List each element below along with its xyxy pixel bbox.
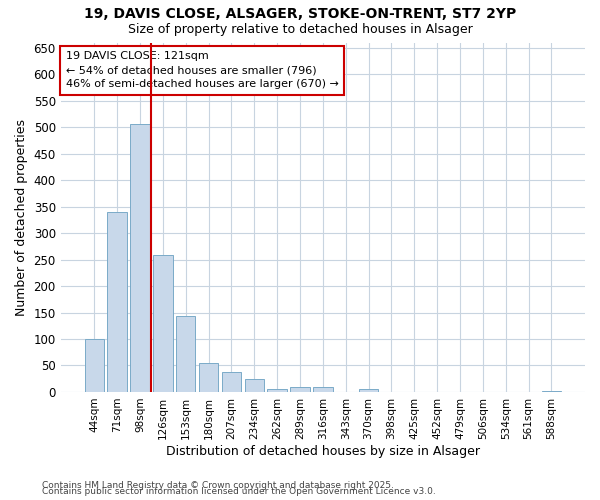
Bar: [268, 390, 287, 392]
Text: 19, DAVIS CLOSE, ALSAGER, STOKE-ON-TRENT, ST7 2YP: 19, DAVIS CLOSE, ALSAGER, STOKE-ON-TRENT…: [84, 8, 516, 22]
Bar: [221, 372, 241, 392]
Bar: [245, 380, 264, 392]
Bar: [199, 363, 218, 392]
Bar: [176, 316, 196, 392]
Text: 19 DAVIS CLOSE: 121sqm
← 54% of detached houses are smaller (796)
46% of semi-de: 19 DAVIS CLOSE: 121sqm ← 54% of detached…: [66, 51, 339, 89]
Text: Size of property relative to detached houses in Alsager: Size of property relative to detached ho…: [128, 22, 472, 36]
Text: Contains HM Land Registry data © Crown copyright and database right 2025.: Contains HM Land Registry data © Crown c…: [42, 481, 394, 490]
Text: Contains public sector information licensed under the Open Government Licence v3: Contains public sector information licen…: [42, 488, 436, 496]
Bar: [542, 391, 561, 392]
Bar: [313, 386, 332, 392]
Bar: [359, 390, 378, 392]
Bar: [85, 339, 104, 392]
Bar: [290, 386, 310, 392]
Bar: [153, 256, 173, 392]
X-axis label: Distribution of detached houses by size in Alsager: Distribution of detached houses by size …: [166, 444, 480, 458]
Bar: [107, 212, 127, 392]
Y-axis label: Number of detached properties: Number of detached properties: [15, 118, 28, 316]
Bar: [130, 124, 149, 392]
